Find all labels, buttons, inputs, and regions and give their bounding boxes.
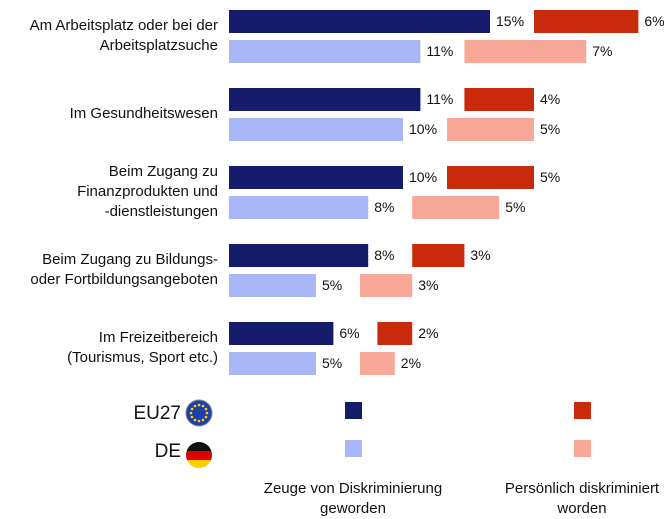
bar <box>464 40 587 63</box>
value-label: 7% <box>592 43 612 59</box>
value-label: 2% <box>418 325 438 341</box>
legend-swatch <box>574 440 591 457</box>
value-label: 6% <box>644 13 664 29</box>
category-label: Beim Zugang zu Bildungs- oder Fortbildun… <box>30 251 218 288</box>
category-label: Beim Zugang zu Finanzprodukten und -dien… <box>77 163 218 220</box>
value-label: 4% <box>540 91 560 107</box>
bar <box>447 118 534 141</box>
value-label: 5% <box>322 277 342 293</box>
bar <box>229 196 369 219</box>
value-label: 15% <box>496 13 524 29</box>
value-label: 5% <box>322 355 342 371</box>
value-label: 3% <box>470 247 490 263</box>
legend-label: DE <box>155 441 181 462</box>
bar <box>377 322 413 345</box>
legend-group-label: Persönlich diskriminiert worden <box>504 480 660 517</box>
bar <box>447 166 534 189</box>
bar <box>229 322 334 345</box>
eu-flag <box>185 399 213 427</box>
bar <box>229 274 316 297</box>
value-label: 11% <box>426 43 453 59</box>
value-label: 5% <box>540 169 560 185</box>
bar <box>229 10 490 33</box>
category-label: Im Freizeitbereich (Tourismus, Sport etc… <box>67 329 218 366</box>
bar <box>534 10 639 33</box>
value-label: 8% <box>374 199 394 215</box>
value-label: 10% <box>409 121 437 137</box>
legend-swatch <box>345 440 362 457</box>
legend-swatch <box>345 402 362 419</box>
bar <box>360 274 413 297</box>
value-label: 6% <box>339 325 359 341</box>
value-label: 3% <box>418 277 438 293</box>
category-label: Am Arbeitsplatz oder bei der Arbeitsplat… <box>29 17 218 54</box>
bar <box>229 88 421 111</box>
category-label: Im Gesundheitswesen <box>69 105 218 122</box>
value-label: 11% <box>426 91 453 107</box>
value-label: 5% <box>505 199 525 215</box>
bar <box>229 40 421 63</box>
bar <box>229 244 369 267</box>
bar <box>412 244 465 267</box>
value-label: 2% <box>401 355 421 371</box>
de-flag <box>186 442 212 468</box>
legend-group-label: Zeuge von Diskriminierung geworden <box>263 480 443 517</box>
bar <box>229 118 403 141</box>
bar <box>412 196 500 219</box>
legend-label: EU27 <box>133 403 181 424</box>
value-label: 10% <box>409 169 437 185</box>
value-label: 5% <box>540 121 560 137</box>
bar <box>360 352 395 375</box>
value-label: 8% <box>374 247 394 263</box>
legend-swatch <box>574 402 591 419</box>
bar <box>229 352 316 375</box>
bar <box>464 88 534 111</box>
bar <box>229 166 403 189</box>
